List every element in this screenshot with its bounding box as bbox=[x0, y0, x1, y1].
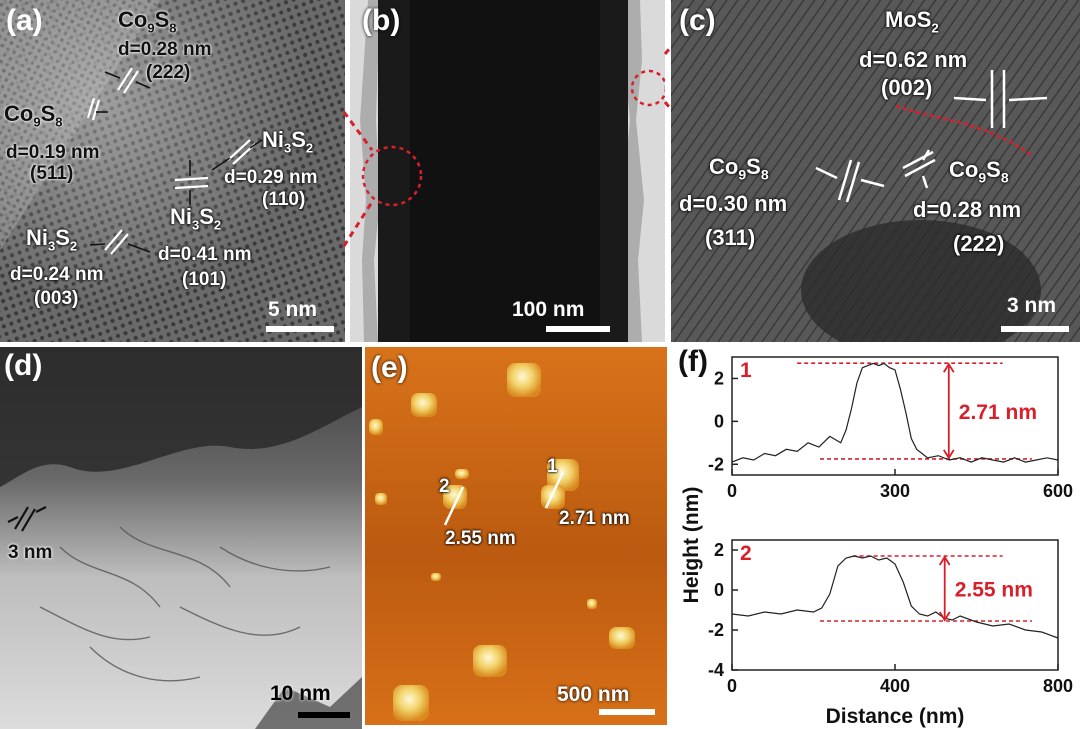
plot-2-ytick-label: 0 bbox=[714, 580, 724, 600]
plot-1-xtick-label: 300 bbox=[880, 481, 910, 501]
panel-e-scalebar bbox=[599, 709, 655, 715]
plot-2-ytick-label: -4 bbox=[708, 660, 724, 680]
panel-e-scalebar-label: 500 nm bbox=[557, 683, 630, 706]
co9s8-top-hkl: (222) bbox=[146, 62, 191, 83]
ni3s2-mid-label: Ni3S2 bbox=[170, 204, 222, 233]
plot-2-height-label: 2.55 nm bbox=[955, 579, 1033, 602]
mos2-hkl: (002) bbox=[881, 75, 933, 100]
panel-f-label: (f) bbox=[678, 345, 708, 378]
co9s8-left-label: Co9S8 bbox=[4, 101, 63, 130]
plot-2-xtick-label: 400 bbox=[880, 676, 910, 696]
afm-line-2-height: 2.55 nm bbox=[445, 528, 516, 549]
panel-f-profiles: (f) -2 0 2 0 300 600 2.71 nm 1 -4 -2 0 2 0 400 800 2.55… bbox=[672, 345, 1080, 729]
panel-e-image bbox=[365, 347, 667, 725]
co9s8-c-left-d: d=0.30 nm bbox=[679, 191, 788, 216]
co9s8-c-right-hkl: (222) bbox=[953, 231, 1005, 256]
plot-2-arrowhead-top bbox=[938, 555, 951, 566]
panel-c-label: (c) bbox=[679, 4, 716, 37]
panel-c-hrtem: (c) MoS2 d=0.62 nm (002) Co9S8 d=0.30 nm… bbox=[671, 0, 1080, 342]
ni3s2-mid-d: d=0.41 nm bbox=[158, 244, 252, 265]
co9s8-c-right-label: Co9S8 bbox=[949, 157, 1009, 186]
plot-1-xtick-label: 0 bbox=[727, 481, 737, 501]
ni3s2-right-d: d=0.29 nm bbox=[224, 167, 318, 188]
plot-2-xtick-label: 800 bbox=[1043, 676, 1073, 696]
mos2-boundary-line bbox=[895, 104, 1034, 158]
plot-2-frame bbox=[731, 539, 1059, 671]
plot-1-profile-line bbox=[731, 362, 1059, 463]
ni3s2-left-label: Ni3S2 bbox=[26, 225, 78, 254]
panel-b-scalebar bbox=[546, 326, 610, 332]
panel-d-scalebar bbox=[298, 712, 350, 718]
plot-1-arrowhead-top bbox=[943, 362, 955, 373]
panel-a-label: (a) bbox=[6, 4, 43, 37]
panel-d-label: (d) bbox=[4, 349, 43, 382]
co9s8-top-d: d=0.28 nm bbox=[118, 39, 212, 60]
panel-d-image bbox=[0, 347, 362, 729]
plot-1-ytick-label: 2 bbox=[714, 368, 724, 388]
panel-a-scalebar bbox=[266, 326, 334, 332]
panel-e-label: (e) bbox=[371, 351, 408, 384]
panel-b-circle-right bbox=[630, 69, 665, 107]
ni3s2-left-hkl: (003) bbox=[34, 288, 79, 309]
afm-line-1-height: 2.71 nm bbox=[559, 508, 630, 529]
panel-a-arrows bbox=[89, 71, 263, 253]
mos2-label: MoS2 bbox=[885, 7, 939, 36]
co9s8-left-d: d=0.19 nm bbox=[6, 142, 100, 163]
plot-2-xtick-label: 0 bbox=[727, 676, 737, 696]
plot-2-profile-line bbox=[731, 555, 1059, 639]
co9s8-left-hkl: (511) bbox=[30, 163, 74, 184]
plot-1-ytick-label: 0 bbox=[714, 411, 724, 431]
mos2-d: d=0.62 nm bbox=[859, 47, 968, 72]
panel-a-hrtem: (a) Co9S8 d=0.28 nm (222) Co9S8 d=0.19 n… bbox=[0, 0, 345, 342]
plot-2-arrowhead-bottom bbox=[938, 611, 951, 622]
plot-1-ytick-label: -2 bbox=[708, 454, 724, 474]
plot-1-xtick-label: 600 bbox=[1043, 481, 1073, 501]
plot-1-arrowhead-bottom bbox=[943, 449, 955, 460]
x-axis-label: Distance (nm) bbox=[826, 705, 965, 728]
co9s8-top-label: Co9S8 bbox=[118, 7, 177, 36]
panel-b-circle-left bbox=[361, 145, 423, 207]
panel-b-tem: (b) 100 nm bbox=[350, 0, 665, 342]
plot-2-ytick-label: 2 bbox=[714, 540, 724, 560]
panel-d-scalebar-label: 10 nm bbox=[270, 682, 331, 705]
ni3s2-right-hkl: (110) bbox=[262, 189, 306, 210]
co9s8-c-left-label: Co9S8 bbox=[709, 154, 769, 183]
panel-b-image bbox=[350, 0, 665, 342]
ni3s2-left-d: d=0.24 nm bbox=[10, 264, 104, 285]
y-axis-label: Height (nm) bbox=[680, 487, 703, 604]
panel-b-scalebar-label: 100 nm bbox=[512, 298, 585, 321]
panel-e-afm: (e) 2 2.55 nm 1 2.71 nm 500 nm bbox=[365, 347, 667, 725]
afm-line-2-id: 2 bbox=[439, 476, 450, 497]
co9s8-c-left-hkl: (311) bbox=[705, 225, 756, 250]
panel-a-scalebar-label: 5 nm bbox=[268, 298, 318, 321]
co9s8-c-right-d: d=0.28 nm bbox=[913, 197, 1022, 222]
panel-c-scalebar bbox=[1001, 326, 1069, 332]
plot-2-tag: 2 bbox=[740, 542, 752, 565]
plot-1-tag: 1 bbox=[740, 359, 752, 382]
plot-1-height-label: 2.71 nm bbox=[959, 401, 1037, 424]
panel-c-scalebar-label: 3 nm bbox=[1007, 294, 1057, 317]
panel-d-tem: (d) 3 nm 10 nm bbox=[0, 347, 362, 729]
panel-c-image bbox=[671, 0, 1080, 342]
ni3s2-mid-hkl: (101) bbox=[182, 269, 227, 290]
ni3s2-right-label: Ni3S2 bbox=[262, 127, 314, 156]
panel-d-spacing: 3 nm bbox=[8, 542, 53, 563]
afm-line-1-id: 1 bbox=[547, 456, 558, 477]
plot-2-ytick-label: -2 bbox=[708, 620, 724, 640]
panel-a-image bbox=[0, 0, 345, 342]
panel-b-label: (b) bbox=[362, 4, 401, 37]
